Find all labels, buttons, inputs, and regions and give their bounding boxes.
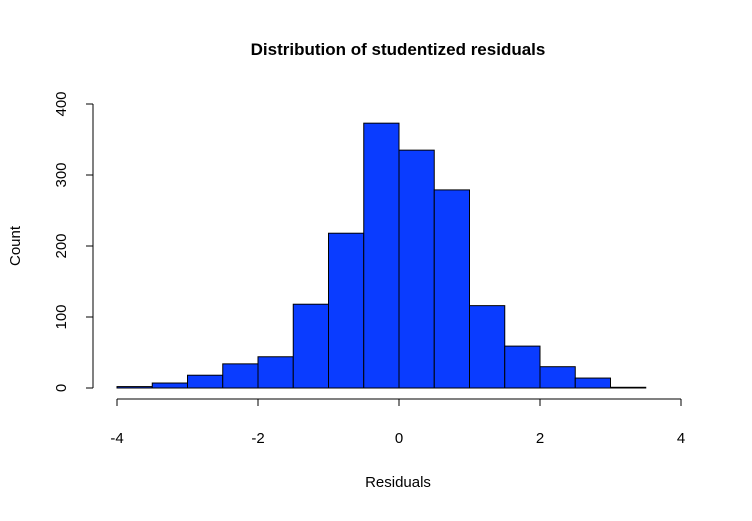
histogram-bar	[151, 382, 188, 389]
histogram-bar	[398, 149, 435, 389]
histogram-bar	[116, 386, 153, 389]
x-tick-label: -2	[251, 430, 264, 447]
x-tick-label: 4	[677, 430, 685, 447]
chart-title: Distribution of studentized residuals	[251, 40, 546, 59]
histogram-bar	[328, 232, 365, 389]
histogram-bar	[574, 377, 611, 389]
y-tick-label: 300	[53, 162, 70, 187]
histogram-bar	[539, 366, 576, 389]
y-tick-label: 0	[53, 384, 70, 392]
histogram-bar	[363, 122, 400, 389]
x-axis-label: Residuals	[365, 474, 431, 491]
histogram-bar	[187, 374, 224, 389]
y-axis: 0 100 200 300 400	[53, 91, 94, 392]
histogram-bar	[222, 363, 259, 389]
histogram-bar	[257, 356, 294, 389]
x-tick-label: 2	[536, 430, 544, 447]
histogram-bar	[292, 303, 329, 389]
x-tick-label: 0	[395, 430, 403, 447]
x-axis: -4 -2 0 2 4	[110, 398, 685, 447]
y-axis-label: Count	[7, 225, 24, 266]
histogram-bar	[469, 305, 506, 389]
y-tick-label: 200	[53, 233, 70, 258]
histogram-bar	[504, 345, 541, 389]
bars	[116, 122, 647, 389]
histogram-bar	[433, 189, 470, 389]
y-tick-label: 100	[53, 304, 70, 329]
x-tick-label: -4	[110, 430, 123, 447]
y-tick-label: 400	[53, 91, 70, 116]
histogram-bar	[610, 386, 647, 389]
